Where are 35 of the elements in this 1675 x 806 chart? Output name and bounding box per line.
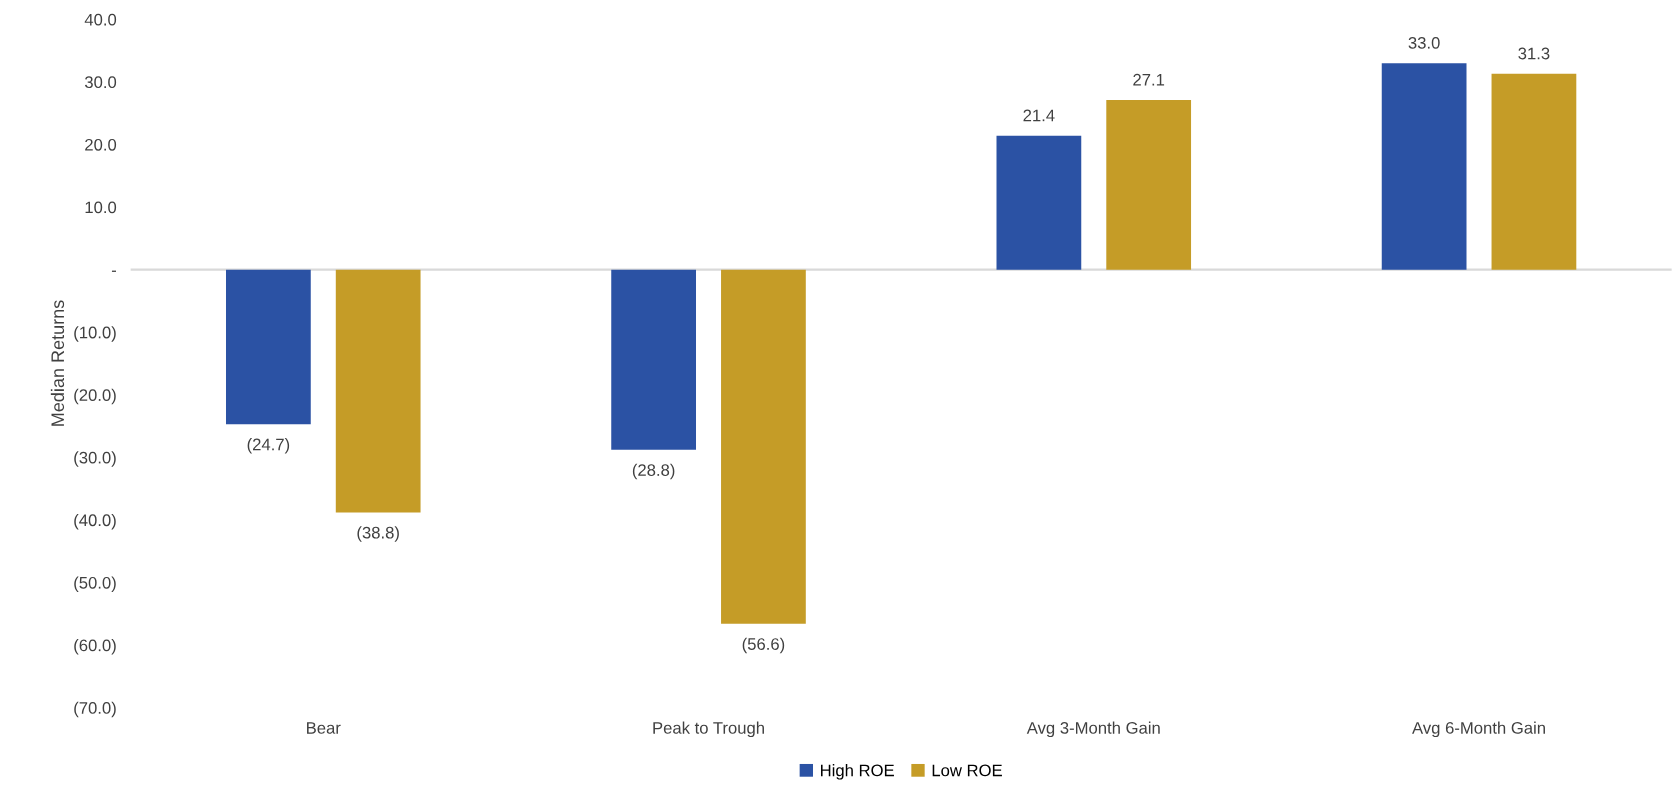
data-label: (56.6) [742,637,785,654]
y-tick-label: (20.0) [74,388,116,405]
x-tick-label: Bear [307,722,341,734]
bar [611,269,696,450]
x-tick-label: Avg 6-Month Gain [1412,721,1545,738]
y-tick-label: 20.0 [85,138,117,151]
bar [721,269,806,624]
bar [1381,63,1467,270]
y-tick-label: (40.0) [74,513,116,530]
x-tick-label: Peak to Trough [653,721,764,738]
bar [996,135,1082,270]
y-tick-label: (30.0) [74,451,116,467]
y-tick-label: 30.0 [84,76,117,89]
data-label: 31.3 [1518,47,1550,60]
bar [335,269,421,513]
y-tick-label: 10.0 [85,201,117,214]
bar [1106,100,1192,270]
y-tick-label: (50.0) [74,576,116,593]
x-tick-label: Avg 3-Month Gain [1026,721,1160,738]
legend-label: Low ROE [932,764,1002,777]
data-label: (38.8) [357,526,399,542]
bar [1491,73,1577,270]
y-tick-label: (60.0) [74,639,116,655]
data-label: 21.4 [1023,109,1055,122]
data-label: 27.1 [1133,73,1165,86]
y-tick-label: - [111,270,117,272]
bar [226,269,311,425]
data-label: (28.8) [632,463,675,480]
y-tick-label: 40.0 [84,13,117,26]
legend-label: High ROE [821,764,894,780]
y-tick-label: (10.0) [74,326,116,342]
data-label: (24.7) [247,438,290,454]
y-tick-label: (70.0) [74,701,116,718]
data-label: 33.0 [1408,36,1440,49]
y-axis-title: Median Returns [50,300,65,426]
